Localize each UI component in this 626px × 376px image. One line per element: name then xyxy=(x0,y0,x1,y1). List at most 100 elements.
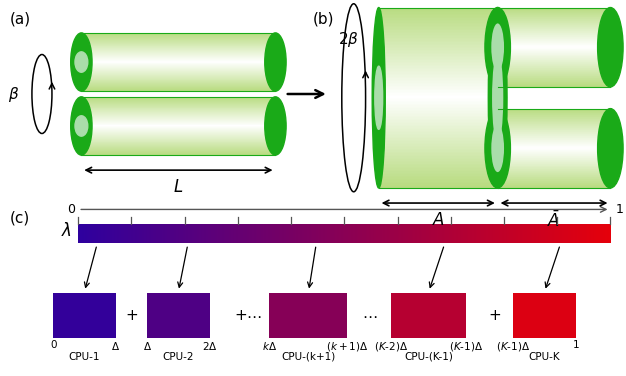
Bar xyxy=(81,119,275,120)
Bar xyxy=(379,162,498,164)
Bar xyxy=(498,15,610,16)
Text: (c): (c) xyxy=(9,211,29,226)
Bar xyxy=(379,59,498,60)
Bar xyxy=(498,71,610,72)
Bar xyxy=(444,224,446,243)
Bar xyxy=(385,224,387,243)
Bar xyxy=(81,56,275,57)
Bar xyxy=(81,117,275,118)
Bar xyxy=(379,152,498,153)
Bar xyxy=(81,69,275,70)
Bar xyxy=(81,80,275,81)
Bar xyxy=(498,74,610,75)
Bar xyxy=(421,224,423,243)
Bar xyxy=(200,224,203,243)
Bar xyxy=(199,224,202,243)
Bar xyxy=(498,60,610,61)
Bar xyxy=(600,224,602,243)
Text: 1: 1 xyxy=(573,340,579,350)
Bar xyxy=(513,293,576,338)
Text: CPU-(K-1): CPU-(K-1) xyxy=(404,352,453,362)
Bar xyxy=(302,224,304,243)
Bar xyxy=(162,224,164,243)
Bar xyxy=(498,23,610,24)
Ellipse shape xyxy=(598,8,623,87)
Bar xyxy=(81,33,275,34)
Bar xyxy=(342,224,345,243)
Bar xyxy=(351,224,354,243)
Bar xyxy=(379,105,498,107)
Ellipse shape xyxy=(485,109,510,188)
Bar xyxy=(81,36,275,37)
Bar xyxy=(578,224,581,243)
Bar xyxy=(379,114,498,116)
Bar xyxy=(454,224,457,243)
Bar xyxy=(379,116,498,117)
Bar xyxy=(336,224,338,243)
Text: $\cdots$: $\cdots$ xyxy=(362,308,377,323)
Bar xyxy=(81,47,275,48)
Bar xyxy=(379,107,498,108)
Bar xyxy=(284,224,287,243)
Bar xyxy=(577,224,579,243)
Bar xyxy=(532,224,535,243)
Bar xyxy=(498,160,610,161)
Bar xyxy=(117,224,120,243)
Bar xyxy=(131,224,134,243)
Bar xyxy=(81,112,275,113)
Bar xyxy=(428,224,430,243)
Bar xyxy=(504,224,506,243)
Bar xyxy=(81,115,275,116)
Bar xyxy=(498,179,610,180)
Bar xyxy=(498,47,610,48)
Bar xyxy=(379,171,498,173)
Bar xyxy=(379,186,498,188)
Bar xyxy=(304,224,306,243)
Bar xyxy=(379,89,498,90)
Bar xyxy=(498,29,610,30)
Bar xyxy=(447,224,449,243)
Bar xyxy=(81,127,275,128)
Bar xyxy=(204,224,207,243)
Bar xyxy=(130,224,132,243)
Bar xyxy=(307,224,309,243)
Bar xyxy=(498,81,610,82)
Bar xyxy=(498,181,610,182)
Bar xyxy=(379,144,498,146)
Bar xyxy=(81,138,275,139)
Bar xyxy=(379,65,498,66)
Bar xyxy=(148,224,150,243)
Bar xyxy=(379,72,498,74)
Text: +: + xyxy=(235,308,247,323)
Bar xyxy=(231,224,233,243)
Bar xyxy=(357,224,359,243)
Bar xyxy=(193,224,196,243)
Bar xyxy=(379,77,498,78)
Text: $\Delta$: $\Delta$ xyxy=(111,340,120,352)
Bar xyxy=(465,224,467,243)
Bar xyxy=(176,224,178,243)
Bar xyxy=(236,224,239,243)
Bar xyxy=(238,224,240,243)
Bar xyxy=(147,293,210,338)
Bar xyxy=(81,135,275,136)
Bar xyxy=(498,174,610,175)
Bar xyxy=(125,224,126,243)
Bar xyxy=(562,224,565,243)
Bar xyxy=(530,224,533,243)
Bar xyxy=(215,224,217,243)
Bar xyxy=(379,27,498,29)
Bar xyxy=(259,224,262,243)
Bar xyxy=(498,224,501,243)
Bar xyxy=(379,122,498,123)
Bar xyxy=(81,44,275,45)
Bar xyxy=(218,224,221,243)
Bar xyxy=(593,224,595,243)
Bar xyxy=(498,155,610,156)
Bar xyxy=(337,224,339,243)
Bar xyxy=(210,224,212,243)
Bar xyxy=(392,224,394,243)
Bar xyxy=(81,133,275,134)
Bar xyxy=(379,158,498,159)
Bar xyxy=(81,111,275,112)
